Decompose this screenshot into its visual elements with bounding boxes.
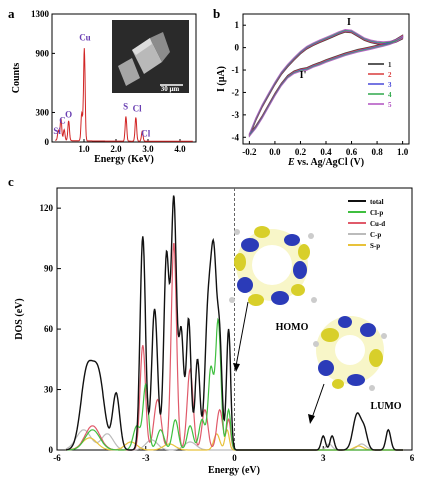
- homo-orbital-image: [229, 226, 317, 306]
- eds-y-ticks: 0 300 900 1300: [31, 9, 55, 147]
- eds-peak-label: Cl: [133, 103, 142, 113]
- eds-peak-label: S: [123, 102, 128, 112]
- cv-x-axis-label: E vs. Ag/AgCl (V): [287, 157, 364, 168]
- eds-plot-frame: [51, 13, 197, 143]
- cv-curve-5: [248, 28, 404, 138]
- dos-x-tick-label: -6: [53, 453, 61, 463]
- dos-x-tick-label: 6: [410, 453, 415, 463]
- scale-bar-label: 30 μm: [161, 85, 180, 93]
- cv-y-tick-label: 1: [235, 20, 240, 30]
- dos-legend: total Cl-p Cu-d C-p S-p: [348, 198, 385, 250]
- cv-curve-1: [248, 31, 404, 137]
- panel-b-label: b: [213, 6, 220, 21]
- lumo-orbital-image: [313, 316, 387, 391]
- cv-x-ticks: -0.2 0.0 0.2 0.4 0.6 0.8 1.0: [242, 141, 409, 157]
- eds-peak-label: Cl: [141, 129, 150, 139]
- dos-y-tick-label: 30: [44, 385, 54, 395]
- lumo-label: LUMO: [308, 383, 402, 424]
- dos-y-tick-label: 0: [49, 445, 54, 455]
- eds-y-tick-label: 300: [36, 107, 50, 117]
- dos-x-axis-label: Energy (eV): [208, 465, 260, 476]
- cv-legend-label: 5: [388, 101, 392, 109]
- cv-y-tick-label: 0: [235, 43, 240, 53]
- cv-y-tick-label: -4: [232, 132, 240, 142]
- dos-legend-label: S-p: [370, 242, 380, 250]
- cv-legend-label: 3: [388, 81, 392, 89]
- cv-legend-label: 4: [388, 91, 392, 99]
- dos-legend-label: total: [370, 198, 384, 206]
- cv-y-tick-label: -1: [232, 65, 240, 75]
- eds-y-tick-label: 1300: [31, 9, 50, 19]
- cv-x-tick-label: 0.6: [346, 147, 358, 157]
- cv-peak-annotation: I: [347, 17, 351, 28]
- cv-x-tick-label: 0.8: [371, 147, 383, 157]
- cv-x-tick-label: 0.0: [269, 147, 281, 157]
- cv-peak-annotation: I': [300, 70, 307, 81]
- cv-x-tick-label: 0.4: [320, 147, 332, 157]
- cv-legend-label: 1: [388, 61, 392, 69]
- dos-y-tick-label: 90: [44, 264, 54, 274]
- cv-curves: [248, 28, 404, 138]
- eds-y-axis-label: Counts: [11, 63, 22, 94]
- eds-x-tick-label: 2.0: [110, 144, 122, 154]
- cv-y-axis-label: I (μA): [216, 66, 227, 92]
- dos-chart: c 0 30 60 90 120 -6 -3 0 3 6 total Cl-p Cu-d C-p S-p: [8, 174, 415, 476]
- cv-x-tick-label: 0.2: [295, 147, 307, 157]
- eds-x-tick-label: 4.0: [174, 144, 186, 154]
- cv-plot-frame: [242, 13, 410, 145]
- cv-chart: b 10-1-2-3-4 -0.2 0.0 0.2 0.4 0.6 0.8 1.0 II' …: [213, 6, 410, 168]
- dos-y-tick-label: 120: [40, 203, 54, 213]
- dos-legend-label: Cu-d: [370, 220, 385, 228]
- sem-inset-image: 30 μm: [112, 20, 189, 93]
- eds-peak-label: Cu: [79, 33, 91, 43]
- eds-spectrum-line: [55, 48, 193, 142]
- dos-y-axis-label: DOS (eV): [14, 298, 25, 339]
- eds-peak-label: O: [65, 109, 72, 119]
- svg-text:HOMO: HOMO: [276, 322, 309, 333]
- eds-x-ticks: 1.0 2.0 3.0 4.0: [78, 139, 186, 154]
- cv-x-tick-label: 1.0: [397, 147, 409, 157]
- cv-peak-annotations: I I': [300, 17, 351, 81]
- eds-y-tick-label: 900: [36, 48, 50, 58]
- panel-c-label: c: [8, 174, 14, 189]
- eds-x-tick-label: 1.0: [78, 144, 90, 154]
- dos-x-ticks: -6 -3 0 3 6: [53, 446, 415, 463]
- dos-y-ticks: 0 30 60 90 120: [40, 203, 61, 455]
- dos-legend-label: C-p: [370, 231, 381, 239]
- dos-curves: [65, 195, 404, 451]
- cv-x-tick-label: -0.2: [242, 147, 257, 157]
- dos-y-tick-label: 60: [44, 324, 54, 334]
- eds-x-axis-label: Energy (KeV): [94, 154, 154, 165]
- homo-label: HOMO: [233, 301, 309, 372]
- cv-y-tick-label: -3: [232, 110, 240, 120]
- cv-legend: 1 2 3 4 5: [368, 61, 392, 109]
- panel-a-label: a: [8, 6, 15, 21]
- dos-curve-total: [65, 195, 404, 451]
- cv-y-tick-label: -2: [232, 87, 240, 97]
- svg-text:LUMO: LUMO: [370, 401, 401, 412]
- dos-x-tick-label: -3: [142, 453, 150, 463]
- cv-legend-label: 2: [388, 71, 392, 79]
- dos-x-tick-label: 0: [232, 453, 237, 463]
- dos-x-tick-label: 3: [321, 453, 326, 463]
- cv-y-ticks: 1 0 -1 -2 -3 -4: [232, 20, 246, 142]
- eds-peak-label: Si: [53, 126, 61, 136]
- dos-legend-label: Cl-p: [370, 209, 383, 217]
- eds-x-tick-label: 3.0: [142, 144, 154, 154]
- eds-peak-label: C: [59, 115, 66, 125]
- eds-y-tick-label: 0: [45, 137, 50, 147]
